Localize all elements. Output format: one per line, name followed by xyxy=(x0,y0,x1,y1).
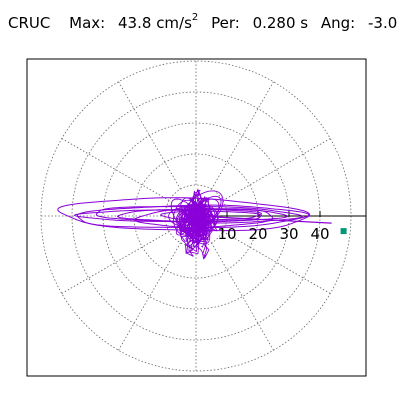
peak-marker xyxy=(340,228,347,235)
grid-spoke-300 xyxy=(211,242,274,351)
max-label: Max: xyxy=(69,14,106,32)
ang-label: Ang: xyxy=(320,14,356,32)
grid-spoke-240 xyxy=(118,242,181,351)
orbit-loop-2 xyxy=(76,204,310,229)
radial-tick-label-30: 30 xyxy=(279,225,298,243)
station-name: CRUC xyxy=(8,14,51,32)
orbit-loop-7 xyxy=(160,209,262,221)
orbit-loop-1 xyxy=(57,197,311,232)
ang-value: -3.0 xyxy=(368,14,398,32)
grid-spoke-150 xyxy=(61,138,170,201)
per-label: Per: xyxy=(211,14,240,32)
radial-tick-label-10: 10 xyxy=(217,225,236,243)
grid-spoke-60 xyxy=(211,81,274,190)
radial-tick-label-40: 40 xyxy=(310,225,329,243)
max-unit-exponent: 2 xyxy=(191,12,199,23)
orbit-trace xyxy=(57,188,311,260)
orbit-small-loop-18 xyxy=(185,203,209,220)
radial-tick-labels: 10 20 30 40 xyxy=(217,225,329,243)
peak-marker-layer xyxy=(340,228,347,235)
orbit-small-loop-14 xyxy=(170,198,211,245)
orbit-loop-5 xyxy=(134,208,274,228)
grid-spoke-210 xyxy=(61,231,170,294)
orbit-small-loop-16 xyxy=(195,198,210,226)
chart-header: CRUC Max: 43.8 cm/s2 Per: 0.280 s Ang: -… xyxy=(8,12,398,32)
plot-frame xyxy=(26,58,367,377)
grid-spoke-30 xyxy=(222,138,331,201)
orbit-small-loop-10 xyxy=(180,190,224,232)
max-unit: cm/s xyxy=(156,14,192,32)
radial-tick-label-20: 20 xyxy=(248,225,267,243)
orbit-loop-3 xyxy=(95,206,303,224)
orbit-small-loop-17 xyxy=(188,211,209,230)
per-value: 0.280 s xyxy=(252,14,309,32)
max-value: 43.8 xyxy=(118,14,152,32)
